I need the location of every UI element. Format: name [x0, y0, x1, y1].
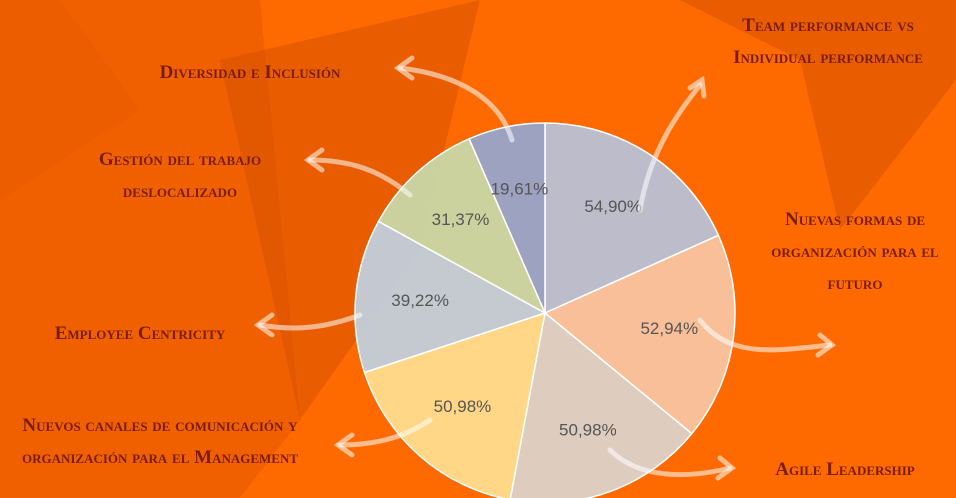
value-label: 19,61%: [491, 180, 549, 199]
category-label: Agile Leadership: [740, 454, 950, 486]
value-label: 31,37%: [432, 210, 490, 229]
value-label: 39,22%: [391, 291, 449, 310]
category-label: Employee Centricity: [20, 318, 260, 350]
category-label: Nuevos canales de comunicación y organiz…: [0, 410, 320, 474]
pie: 54,90% 52,94% 50,98% 50,98% 39,22% 31,37%19,6…: [355, 123, 735, 498]
category-label: Team performance vs Individual performan…: [700, 10, 956, 74]
value-label: 50,98%: [559, 420, 617, 439]
category-label: Diversidad e Inclusión: [120, 57, 380, 89]
page: 54,90% 52,94% 50,98% 50,98% 39,22% 31,37%19,6…: [0, 0, 956, 498]
value-label: 54,90%: [584, 197, 642, 216]
category-label: Nuevas formas de organización para el fu…: [760, 204, 950, 300]
category-label: Gestión del trabajo deslocalizado: [70, 144, 290, 208]
value-label: 50,98%: [434, 397, 492, 416]
value-label: 52,94%: [640, 319, 698, 338]
